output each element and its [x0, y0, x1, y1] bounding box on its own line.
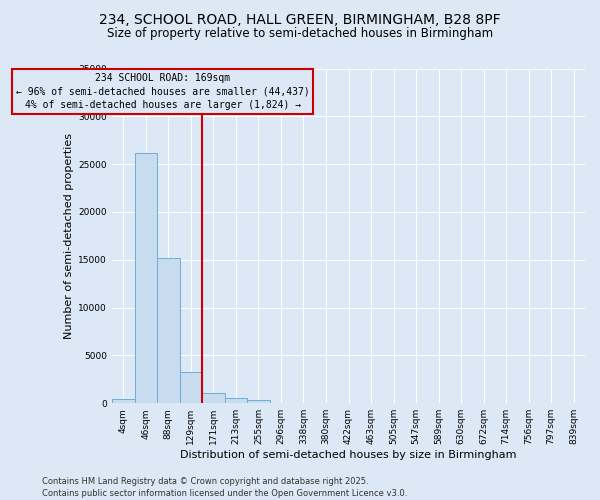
Text: 234 SCHOOL ROAD: 169sqm
← 96% of semi-detached houses are smaller (44,437)
4% of: 234 SCHOOL ROAD: 169sqm ← 96% of semi-de…: [16, 74, 310, 110]
X-axis label: Distribution of semi-detached houses by size in Birmingham: Distribution of semi-detached houses by …: [180, 450, 517, 460]
Bar: [179, 372, 202, 403]
Bar: [112, 400, 134, 403]
Text: Contains HM Land Registry data © Crown copyright and database right 2025.
Contai: Contains HM Land Registry data © Crown c…: [42, 476, 407, 498]
Bar: [224, 398, 247, 403]
Bar: [247, 400, 270, 403]
Bar: [134, 152, 157, 403]
Y-axis label: Number of semi-detached properties: Number of semi-detached properties: [64, 133, 74, 339]
Bar: [202, 392, 224, 403]
Bar: [157, 258, 179, 403]
Text: Size of property relative to semi-detached houses in Birmingham: Size of property relative to semi-detach…: [107, 28, 493, 40]
Text: 234, SCHOOL ROAD, HALL GREEN, BIRMINGHAM, B28 8PF: 234, SCHOOL ROAD, HALL GREEN, BIRMINGHAM…: [99, 12, 501, 26]
